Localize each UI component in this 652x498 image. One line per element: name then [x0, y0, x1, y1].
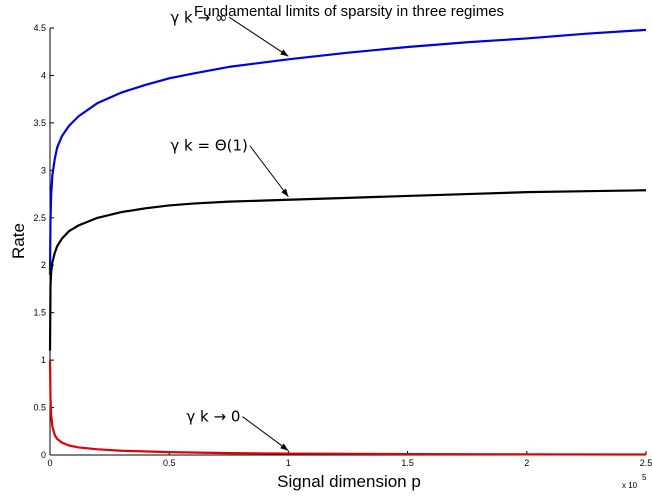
annotation-arrow — [229, 16, 289, 57]
y-tick-label: 2.5 — [33, 213, 46, 223]
y-tick-label: 0 — [41, 450, 46, 460]
x-multiplier-exponent: 5 — [642, 473, 647, 482]
x-multiplier-base: x 10 — [622, 481, 638, 490]
y-tick-label: 1.5 — [33, 308, 46, 318]
series-line-1 — [48, 28, 647, 275]
x-tick-label: 2.5 — [640, 458, 652, 468]
annotation-label: γ k → ∞ — [170, 8, 227, 26]
x-tick-label: 0.5 — [163, 458, 176, 468]
chart-title: Fundamental limits of sparsity in three … — [194, 3, 504, 20]
x-tick-label: 1.5 — [401, 458, 414, 468]
annotation-label: γ k = Θ(1) — [170, 137, 248, 155]
series-line-2 — [48, 189, 647, 351]
annotation-label: γ k → 0 — [186, 408, 240, 426]
annotation-arrow — [249, 145, 289, 198]
y-axis-label: Rate — [9, 223, 28, 259]
y-tick-label: 3 — [41, 165, 46, 175]
x-tick-label: 0 — [47, 458, 52, 468]
series-line-3 — [48, 360, 647, 456]
plot-area: 0 0.5 1 1.5 2 2.5 3 3.5 4 4.5 0 0.5 1 1.5 2 2.5 γ k → ∞ γ… — [33, 8, 652, 468]
y-tick-label: 4.5 — [33, 23, 46, 33]
x-axis-label: Signal dimension p — [277, 472, 421, 491]
x-axis-multiplier: x 10 5 — [622, 473, 647, 490]
annotation-arrow — [242, 416, 289, 451]
y-tick-label: 1 — [41, 355, 46, 365]
x-tick-label: 2 — [524, 458, 529, 468]
y-tick-label: 3.5 — [33, 118, 46, 128]
y-tick-label: 4 — [41, 70, 46, 80]
x-tick-label: 1 — [286, 458, 291, 468]
y-tick-label: 0.5 — [33, 403, 46, 413]
y-tick-label: 2 — [41, 260, 46, 270]
